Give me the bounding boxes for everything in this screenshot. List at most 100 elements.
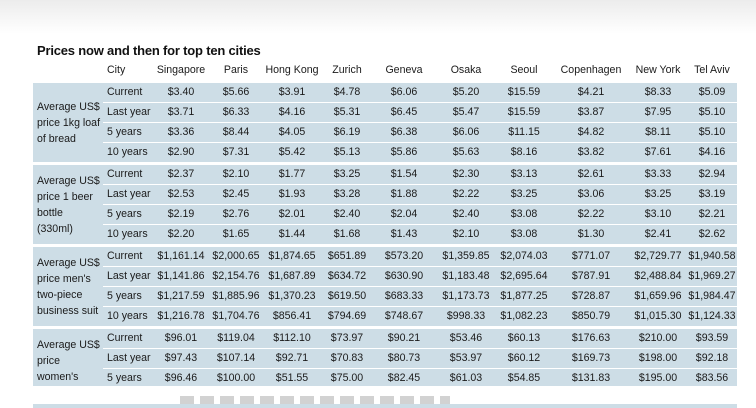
period-label: 5 years bbox=[103, 205, 151, 225]
price-cell: $1,216.78 bbox=[151, 307, 211, 328]
price-cell: $2.30 bbox=[437, 164, 495, 185]
table-row: Last year$3.71$6.33$4.16$5.31$6.45$5.47$… bbox=[33, 103, 737, 123]
price-cell: $3.91 bbox=[261, 82, 323, 103]
price-cell: $2.10 bbox=[211, 164, 261, 185]
price-cell: $5.47 bbox=[437, 103, 495, 123]
period-label: Current bbox=[103, 328, 151, 349]
price-cell: $1,124.33 bbox=[687, 307, 737, 328]
price-cell: $2.41 bbox=[629, 225, 687, 246]
price-cell: $1,183.48 bbox=[437, 267, 495, 287]
table-row: 10 years$2.20$1.65$1.44$1.68$1.43$2.10$3… bbox=[33, 225, 737, 246]
price-cell: $3.19 bbox=[687, 185, 737, 205]
price-cell: $2.22 bbox=[553, 205, 629, 225]
period-label: 10 years bbox=[103, 225, 151, 246]
price-cell: $93.59 bbox=[687, 328, 737, 349]
price-cell: $6.19 bbox=[323, 123, 371, 143]
price-cell: $1.30 bbox=[553, 225, 629, 246]
price-cell: $728.87 bbox=[553, 287, 629, 307]
price-cell: $1,877.25 bbox=[495, 287, 553, 307]
header-city-geneva: Geneva bbox=[371, 61, 437, 82]
price-cell: $60.12 bbox=[495, 349, 553, 369]
price-cell: $1,173.73 bbox=[437, 287, 495, 307]
price-cell: $8.44 bbox=[211, 123, 261, 143]
header-city-tel-aviv: Tel Aviv bbox=[687, 61, 737, 82]
price-cell: $1,217.59 bbox=[151, 287, 211, 307]
price-cell: $70.83 bbox=[323, 349, 371, 369]
price-cell: $1,704.76 bbox=[211, 307, 261, 328]
price-cell: $8.16 bbox=[495, 143, 553, 164]
price-cell: $794.69 bbox=[323, 307, 371, 328]
price-cell: $1.93 bbox=[261, 185, 323, 205]
cut-off-caption bbox=[180, 396, 450, 404]
price-cell: $92.18 bbox=[687, 349, 737, 369]
price-cell: $1,082.23 bbox=[495, 307, 553, 328]
price-cell: $119.04 bbox=[211, 328, 261, 349]
price-cell: $3.06 bbox=[553, 185, 629, 205]
price-cell: $11.15 bbox=[495, 123, 553, 143]
price-cell: $6.06 bbox=[437, 123, 495, 143]
price-cell: $683.33 bbox=[371, 287, 437, 307]
price-cell: $634.72 bbox=[323, 267, 371, 287]
price-cell: $2.76 bbox=[211, 205, 261, 225]
price-cell: $1,874.65 bbox=[261, 246, 323, 267]
price-cell: $1.77 bbox=[261, 164, 323, 185]
period-label: Last year bbox=[103, 349, 151, 369]
price-cell: $4.78 bbox=[323, 82, 371, 103]
price-cell: $2.40 bbox=[323, 205, 371, 225]
table-row: Last year$97.43$107.14$92.71$70.83$80.73… bbox=[33, 349, 737, 369]
price-cell: $998.33 bbox=[437, 307, 495, 328]
header-city-seoul: Seoul bbox=[495, 61, 553, 82]
price-cell: $4.21 bbox=[553, 82, 629, 103]
period-label: Current bbox=[103, 164, 151, 185]
price-cell: $112.10 bbox=[261, 328, 323, 349]
price-cell: $6.06 bbox=[371, 82, 437, 103]
price-cell: $5.20 bbox=[437, 82, 495, 103]
header-city: City bbox=[103, 61, 151, 82]
top-shadow bbox=[0, 0, 756, 34]
price-cell: $2,154.76 bbox=[211, 267, 261, 287]
header-city-zurich: Zurich bbox=[323, 61, 371, 82]
price-cell: $1.44 bbox=[261, 225, 323, 246]
price-cell: $651.89 bbox=[323, 246, 371, 267]
price-cell: $573.20 bbox=[371, 246, 437, 267]
price-cell: $3.28 bbox=[323, 185, 371, 205]
table-row: 5 years$3.36$8.44$4.05$6.19$6.38$6.06$11… bbox=[33, 123, 737, 143]
price-cell: $4.05 bbox=[261, 123, 323, 143]
period-label: 10 years bbox=[103, 143, 151, 164]
price-cell: $7.95 bbox=[629, 103, 687, 123]
period-label: 5 years bbox=[103, 287, 151, 307]
period-label: Current bbox=[103, 246, 151, 267]
price-cell: $771.07 bbox=[553, 246, 629, 267]
price-cell: $1.88 bbox=[371, 185, 437, 205]
price-cell: $5.10 bbox=[687, 103, 737, 123]
price-cell: $1,015.30 bbox=[629, 307, 687, 328]
price-cell: $4.16 bbox=[687, 143, 737, 164]
price-cell: $2,729.77 bbox=[629, 246, 687, 267]
price-cell: $5.31 bbox=[323, 103, 371, 123]
price-cell: $8.11 bbox=[629, 123, 687, 143]
period-label: 5 years bbox=[103, 123, 151, 143]
price-cell: $5.10 bbox=[687, 123, 737, 143]
price-cell: $107.14 bbox=[211, 349, 261, 369]
price-cell: $5.86 bbox=[371, 143, 437, 164]
price-cell: $856.41 bbox=[261, 307, 323, 328]
price-cell: $3.25 bbox=[629, 185, 687, 205]
price-cell: $3.08 bbox=[495, 205, 553, 225]
price-cell: $3.33 bbox=[629, 164, 687, 185]
price-cell: $176.63 bbox=[553, 328, 629, 349]
price-cell: $4.82 bbox=[553, 123, 629, 143]
price-cell: $2,074.03 bbox=[495, 246, 553, 267]
price-cell: $1.43 bbox=[371, 225, 437, 246]
price-cell: $1.68 bbox=[323, 225, 371, 246]
price-cell: $2.01 bbox=[261, 205, 323, 225]
price-cell: $2.53 bbox=[151, 185, 211, 205]
header-city-copenhagen: Copenhagen bbox=[553, 61, 629, 82]
price-cell: $1,370.23 bbox=[261, 287, 323, 307]
price-cell: $1,885.96 bbox=[211, 287, 261, 307]
table-row: Average US$ price women's haircutCurrent… bbox=[33, 328, 737, 349]
price-cell: $6.45 bbox=[371, 103, 437, 123]
price-cell: $2,000.65 bbox=[211, 246, 261, 267]
price-cell: $2,488.84 bbox=[629, 267, 687, 287]
price-cell: $2.20 bbox=[151, 225, 211, 246]
